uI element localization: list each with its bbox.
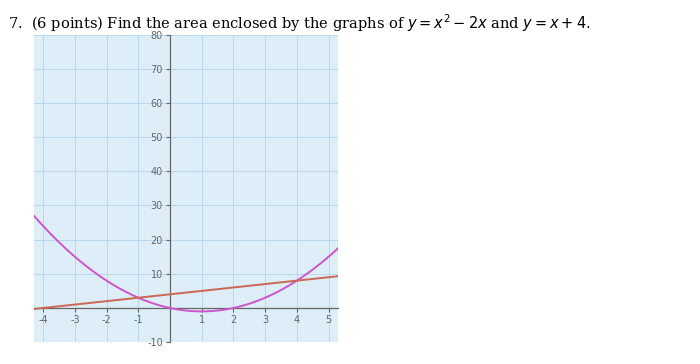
Text: 7.  (6 points) Find the area enclosed by the graphs of $y = x^2 - 2x$ and $y = x: 7. (6 points) Find the area enclosed by … <box>8 13 591 35</box>
